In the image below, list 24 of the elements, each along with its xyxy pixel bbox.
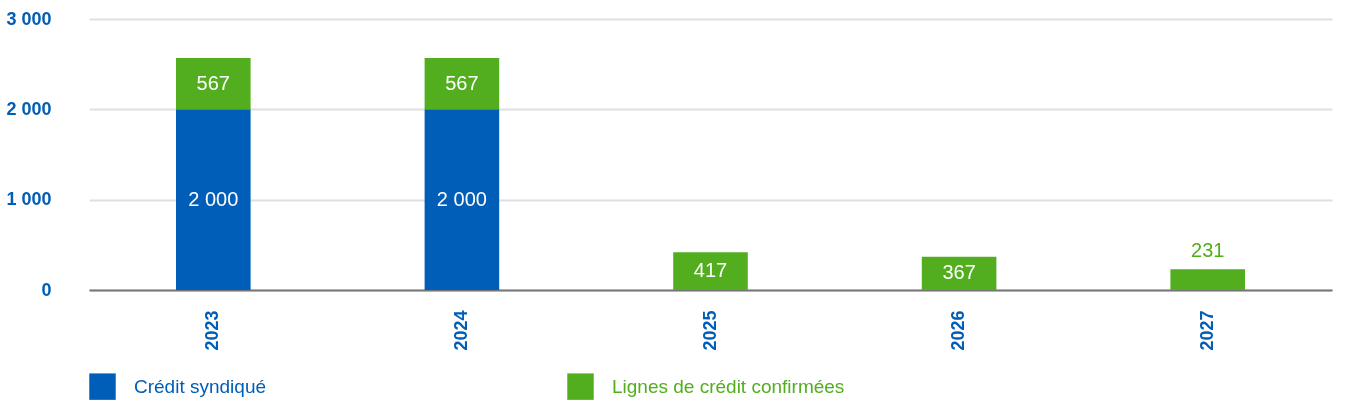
x-tick-label: 2023 [202,310,223,351]
x-tick-label: 2027 [1196,310,1217,351]
data-label: 417 [693,259,728,282]
bar [424,109,500,290]
legend-label: Lignes de crédit confirmées [612,375,845,397]
bar [176,58,251,110]
x-tick-label: 2026 [948,310,969,351]
legend-label: Crédit syndiqué [134,375,267,397]
y-tick-label: 0 [41,279,52,300]
data-label: 2 000 [188,187,239,210]
bar [1170,269,1245,290]
y-tick-label: 3 000 [6,8,52,29]
data-label: 567 [445,71,479,94]
x-tick-label: 2025 [699,310,720,351]
bar [673,252,748,290]
bar [424,58,500,110]
data-label: 2 000 [436,187,487,210]
y-tick-label: 1 000 [6,189,52,210]
y-tick-label: 2 000 [6,98,52,119]
data-label: 231 [1191,239,1225,262]
x-tick-label: 2024 [450,310,471,351]
data-label: 367 [942,261,976,284]
data-label: 567 [196,71,230,94]
bar [176,109,251,290]
